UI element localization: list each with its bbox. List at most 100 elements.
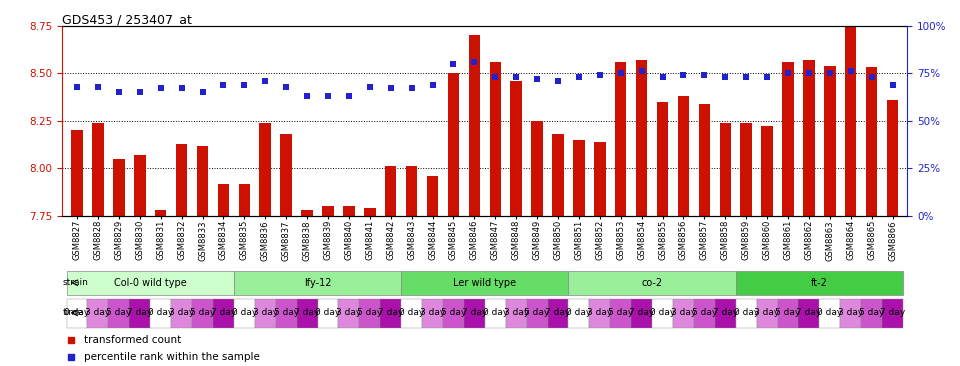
Text: 0 day: 0 day: [733, 309, 758, 317]
Text: co-2: co-2: [641, 278, 662, 288]
Bar: [782, 62, 794, 216]
FancyBboxPatch shape: [66, 299, 87, 328]
FancyBboxPatch shape: [799, 299, 820, 328]
Bar: [531, 121, 542, 216]
Bar: [259, 123, 271, 216]
Text: ft-2: ft-2: [811, 278, 828, 288]
Bar: [678, 96, 689, 216]
FancyBboxPatch shape: [443, 299, 464, 328]
Text: 3 day: 3 day: [169, 309, 194, 317]
Text: 5 day: 5 day: [608, 309, 634, 317]
Bar: [176, 143, 187, 216]
Text: 5 day: 5 day: [107, 309, 132, 317]
Point: [592, 72, 608, 78]
FancyBboxPatch shape: [485, 299, 506, 328]
FancyBboxPatch shape: [213, 299, 234, 328]
FancyBboxPatch shape: [673, 299, 694, 328]
Bar: [197, 146, 208, 216]
Point: [571, 74, 587, 80]
Text: 3 day: 3 day: [504, 309, 529, 317]
Bar: [468, 35, 480, 216]
FancyBboxPatch shape: [735, 299, 756, 328]
Text: 3 day: 3 day: [755, 309, 780, 317]
FancyBboxPatch shape: [66, 271, 234, 295]
Bar: [615, 62, 627, 216]
FancyBboxPatch shape: [631, 299, 652, 328]
Text: GDS453 / 253407_at: GDS453 / 253407_at: [62, 12, 192, 26]
Bar: [218, 184, 229, 216]
FancyBboxPatch shape: [192, 299, 213, 328]
Text: transformed count: transformed count: [84, 335, 180, 346]
Text: 3 day: 3 day: [85, 309, 110, 317]
FancyBboxPatch shape: [401, 299, 422, 328]
Bar: [824, 66, 835, 216]
Bar: [113, 159, 125, 216]
FancyBboxPatch shape: [234, 271, 401, 295]
Point: [697, 72, 712, 78]
Text: time: time: [62, 309, 84, 317]
Bar: [427, 176, 439, 216]
Text: strain: strain: [62, 278, 88, 287]
FancyBboxPatch shape: [130, 299, 150, 328]
Point: [655, 74, 670, 80]
Bar: [280, 134, 292, 216]
Text: 5 day: 5 day: [441, 309, 466, 317]
Bar: [720, 123, 731, 216]
FancyBboxPatch shape: [611, 299, 631, 328]
Bar: [364, 208, 375, 216]
Bar: [71, 130, 83, 216]
Text: 5 day: 5 day: [274, 309, 299, 317]
Point: [613, 70, 629, 76]
Bar: [406, 167, 418, 216]
Text: 3 day: 3 day: [838, 309, 863, 317]
Point: [780, 70, 796, 76]
Bar: [552, 134, 564, 216]
Text: 7 day: 7 day: [880, 309, 905, 317]
Point: [111, 89, 127, 95]
FancyBboxPatch shape: [715, 299, 735, 328]
Text: 3 day: 3 day: [588, 309, 612, 317]
Point: [278, 83, 294, 89]
Point: [383, 86, 398, 92]
Text: 0 day: 0 day: [148, 309, 174, 317]
FancyBboxPatch shape: [652, 299, 673, 328]
Text: 7 day: 7 day: [712, 309, 738, 317]
FancyBboxPatch shape: [735, 271, 903, 295]
Bar: [804, 60, 815, 216]
Text: Col-0 wild type: Col-0 wild type: [114, 278, 186, 288]
FancyBboxPatch shape: [254, 299, 276, 328]
Bar: [511, 81, 522, 216]
FancyBboxPatch shape: [359, 299, 380, 328]
Point: [864, 74, 879, 80]
Text: 3 day: 3 day: [252, 309, 277, 317]
Text: 0 day: 0 day: [64, 309, 89, 317]
Bar: [155, 210, 166, 216]
Bar: [594, 142, 606, 216]
Bar: [740, 123, 752, 216]
Point: [300, 93, 315, 99]
Bar: [239, 184, 250, 216]
Bar: [92, 123, 104, 216]
Text: 7 day: 7 day: [629, 309, 655, 317]
FancyBboxPatch shape: [171, 299, 192, 328]
Text: 5 day: 5 day: [357, 309, 382, 317]
FancyBboxPatch shape: [527, 299, 547, 328]
Point: [843, 68, 858, 74]
Point: [425, 82, 441, 87]
Text: 0 day: 0 day: [817, 309, 843, 317]
Text: 7 day: 7 day: [295, 309, 320, 317]
Point: [488, 74, 503, 80]
Bar: [385, 167, 396, 216]
Point: [132, 89, 148, 95]
Bar: [699, 104, 710, 216]
Point: [634, 68, 649, 74]
Bar: [343, 206, 354, 216]
Point: [676, 72, 691, 78]
Point: [885, 82, 900, 87]
Point: [195, 89, 210, 95]
Text: 7 day: 7 day: [127, 309, 153, 317]
Point: [341, 93, 356, 99]
Text: 7 day: 7 day: [545, 309, 570, 317]
Text: 0 day: 0 day: [566, 309, 591, 317]
Text: 5 day: 5 day: [776, 309, 801, 317]
